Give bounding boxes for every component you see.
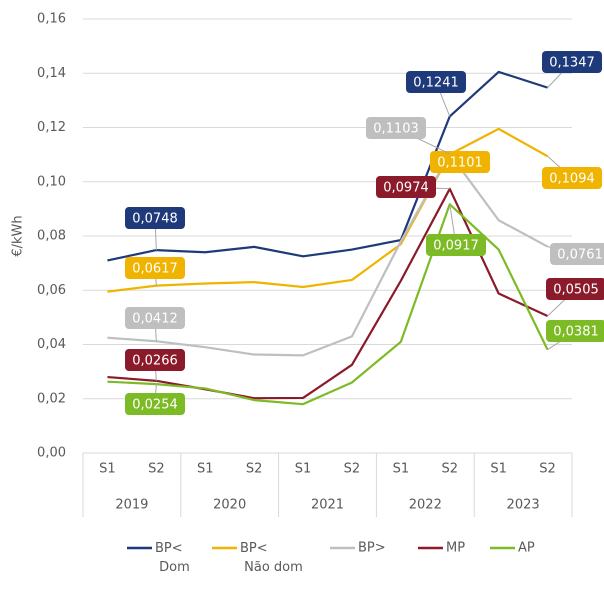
legend-label: BP>	[358, 541, 386, 556]
x-group-label: 2020	[213, 498, 246, 513]
y-tick-label: 0,12	[37, 120, 66, 135]
y-tick-label: 0,08	[37, 229, 66, 244]
y-tick-label: 0,06	[37, 283, 66, 298]
y-tick-label: 0,10	[37, 174, 66, 189]
x-tick-label: S2	[148, 462, 165, 477]
value-label: 0,1347	[549, 56, 595, 71]
value-label: 0,1241	[413, 76, 459, 91]
x-group-label: 2023	[507, 498, 540, 513]
series-line	[107, 152, 549, 357]
label-box	[542, 51, 602, 73]
series-line	[107, 203, 549, 406]
label-box	[366, 117, 426, 139]
series-line	[107, 70, 548, 262]
label-box	[376, 176, 436, 198]
label-box	[125, 257, 185, 279]
x-tick-label: S1	[295, 462, 312, 477]
label-box	[125, 207, 185, 229]
label-box	[125, 393, 185, 415]
x-group-label: 2021	[311, 498, 344, 513]
value-label: 0,0974	[383, 181, 429, 196]
label-box	[406, 71, 466, 93]
legend-label: AP	[518, 541, 535, 556]
y-tick-label: 0,14	[37, 66, 66, 81]
label-box	[125, 307, 185, 329]
label-box	[546, 278, 604, 300]
legend-label: BP< Dom	[155, 541, 190, 575]
x-tick-label: S1	[99, 462, 116, 477]
label-box	[546, 320, 604, 342]
x-group-label: 2019	[115, 498, 148, 513]
x-tick-label: S2	[441, 462, 458, 477]
y-tick-label: 0,04	[37, 337, 66, 352]
x-tick-label: S1	[197, 462, 214, 477]
label-box	[430, 151, 490, 173]
label-box	[426, 234, 486, 256]
x-group-label: 2022	[409, 498, 442, 513]
x-tick-label: S2	[246, 462, 263, 477]
series-line	[107, 127, 549, 293]
value-label: 0,1101	[437, 156, 483, 171]
value-label: 0,0505	[553, 283, 599, 298]
x-tick-label: S1	[490, 462, 507, 477]
legend-label: MP	[446, 541, 465, 556]
value-label: 0,0617	[132, 262, 178, 277]
x-tick-label: S2	[344, 462, 361, 477]
y-tick-label: 0,00	[37, 446, 66, 461]
value-label: 0,0917	[433, 239, 479, 254]
x-tick-label: S2	[539, 462, 556, 477]
y-tick-label: 0,16	[37, 12, 66, 27]
value-label: 0,1094	[549, 172, 595, 187]
value-label: 0,0761	[557, 248, 603, 263]
y-tick-label: 0,02	[37, 391, 66, 406]
value-label: 0,0381	[553, 325, 599, 340]
label-box	[542, 167, 602, 189]
value-label: 0,0254	[132, 398, 178, 413]
label-box	[125, 349, 185, 371]
y-axis-label: €/kWh	[11, 215, 26, 256]
legend-label: BP< Não dom	[240, 541, 303, 575]
value-label: 0,1103	[373, 122, 419, 137]
x-tick-label: S1	[393, 462, 410, 477]
value-label: 0,0748	[132, 212, 178, 227]
value-label: 0,0266	[132, 354, 178, 369]
value-label: 0,0412	[132, 312, 178, 327]
label-box	[550, 243, 604, 265]
